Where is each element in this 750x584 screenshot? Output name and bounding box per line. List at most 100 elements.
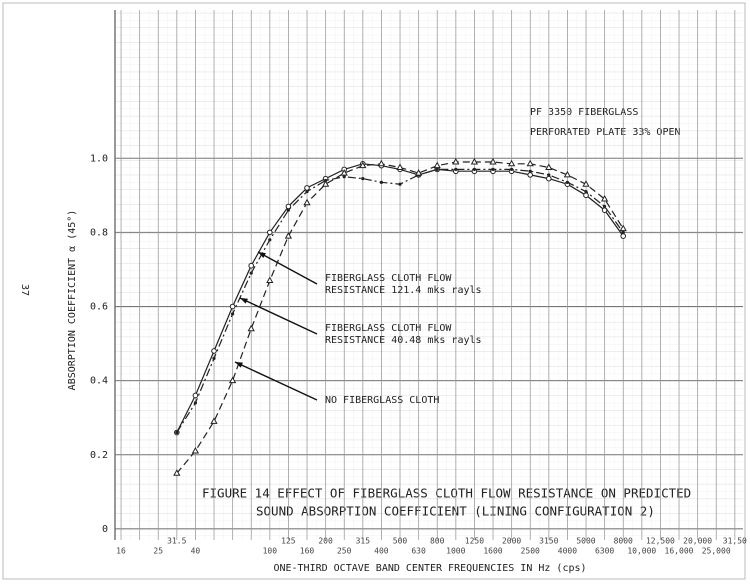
marker — [210, 417, 218, 424]
marker — [303, 198, 311, 206]
marker — [563, 170, 572, 178]
x-tick-label: 16 — [116, 547, 126, 556]
x-tick-label: 16,000 — [665, 547, 694, 556]
x-tick-label: 400 — [374, 547, 389, 556]
arrow-head — [240, 298, 248, 304]
marker — [396, 163, 404, 171]
marker — [231, 312, 235, 316]
x-tick-label: 40 — [191, 547, 201, 556]
x-tick-label: 2000 — [502, 537, 521, 546]
marker — [603, 204, 607, 209]
marker — [247, 324, 255, 332]
marker — [173, 469, 181, 476]
marker — [361, 177, 365, 181]
marker — [510, 167, 514, 171]
annotation: RESISTANCE 121.4 mks rayls — [325, 285, 482, 296]
marker — [359, 161, 367, 169]
marker — [228, 376, 237, 384]
x-tick-label: 20,000 — [683, 537, 712, 546]
x-tick-label: 4000 — [558, 547, 577, 556]
marker — [584, 190, 588, 194]
x-tick-label: 125 — [281, 537, 296, 546]
marker — [489, 157, 497, 165]
marker — [452, 157, 460, 165]
x-tick-label: 5000 — [576, 537, 595, 546]
y-tick-label: 0.8 — [90, 227, 108, 238]
annotation: FIBERGLASS CLOTH FLOW — [325, 323, 452, 334]
marker — [435, 167, 439, 171]
marker — [379, 180, 383, 184]
graph-paper — [115, 10, 743, 540]
marker — [546, 175, 552, 182]
x-tick-label: 2500 — [521, 547, 540, 556]
annotation-arrow — [234, 361, 318, 401]
x-tick-label: 25 — [153, 547, 163, 556]
marker — [527, 172, 534, 178]
marker — [491, 167, 495, 171]
page-number: 37 — [19, 284, 30, 296]
note: PERFORATED PLATE 33% OPEN — [530, 127, 681, 138]
marker — [528, 169, 532, 173]
x-tick-label: 1600 — [483, 547, 502, 556]
marker — [545, 163, 553, 171]
marker — [582, 180, 590, 187]
chart-subtitle: SOUND ABSORPTION COEFFICIENT (LINING CON… — [256, 504, 655, 519]
arrow-head — [258, 252, 266, 258]
marker — [305, 190, 309, 194]
marker — [621, 230, 625, 234]
x-tick-label: 100 — [263, 547, 278, 556]
marker — [321, 180, 330, 187]
marker — [620, 233, 627, 239]
marker — [507, 159, 516, 167]
x-tick-label: 315 — [356, 537, 371, 546]
marker — [175, 430, 179, 435]
x-tick-label: 25,000 — [702, 547, 731, 556]
x-tick-label: 630 — [411, 547, 426, 556]
marker — [211, 348, 217, 354]
y-tick-label: 0.4 — [90, 376, 108, 387]
y-tick-label: 0.6 — [90, 302, 108, 313]
x-tick-label: 250 — [337, 547, 352, 556]
x-tick-label: 500 — [393, 537, 408, 546]
marker — [191, 447, 200, 454]
y-tick-label: 1.0 — [90, 153, 108, 164]
x-tick-label: 200 — [318, 537, 333, 546]
note: PF 3350 FIBERGLASS — [530, 107, 638, 118]
marker — [284, 232, 293, 239]
x-tick-label: 3150 — [539, 537, 558, 546]
marker — [526, 159, 534, 167]
marker — [286, 208, 290, 212]
marker — [229, 303, 236, 310]
annotation-arrow — [257, 251, 318, 285]
x-axis-label: ONE-THIRD OCTAVE BAND CENTER FREQUENCIES… — [273, 563, 586, 574]
arrow-head — [235, 362, 243, 368]
marker — [268, 238, 272, 242]
marker — [398, 182, 402, 186]
x-tick-label: 160 — [300, 547, 315, 556]
x-tick-label: 800 — [430, 537, 445, 546]
marker — [266, 276, 274, 284]
annotation: RESISTANCE 40.48 mks rayls — [325, 335, 482, 346]
x-tick-label: 31,50 — [723, 537, 747, 546]
chart-title: FIGURE 14 EFFECT OF FIBERGLASS CLOTH FLO… — [202, 486, 691, 501]
x-tick-label: 1000 — [446, 547, 465, 556]
annotation: NO FIBERGLASS CLOTH — [325, 395, 439, 406]
marker — [547, 173, 551, 177]
marker — [342, 175, 346, 179]
x-tick-label: 10,000 — [627, 547, 656, 556]
marker — [414, 169, 423, 176]
x-tick-label: 6300 — [595, 547, 614, 556]
marker — [377, 159, 386, 167]
marker — [267, 229, 273, 236]
marker — [472, 167, 476, 171]
marker — [454, 167, 458, 171]
marker — [248, 262, 254, 269]
marker — [600, 194, 609, 202]
marker — [193, 401, 197, 405]
marker — [304, 185, 310, 191]
annotation: FIBERGLASS CLOTH FLOW — [325, 273, 452, 284]
marker — [565, 180, 570, 184]
y-axis-label: ABSORPTION COEFFICIENT α (45°) — [67, 210, 78, 391]
marker — [340, 169, 348, 176]
